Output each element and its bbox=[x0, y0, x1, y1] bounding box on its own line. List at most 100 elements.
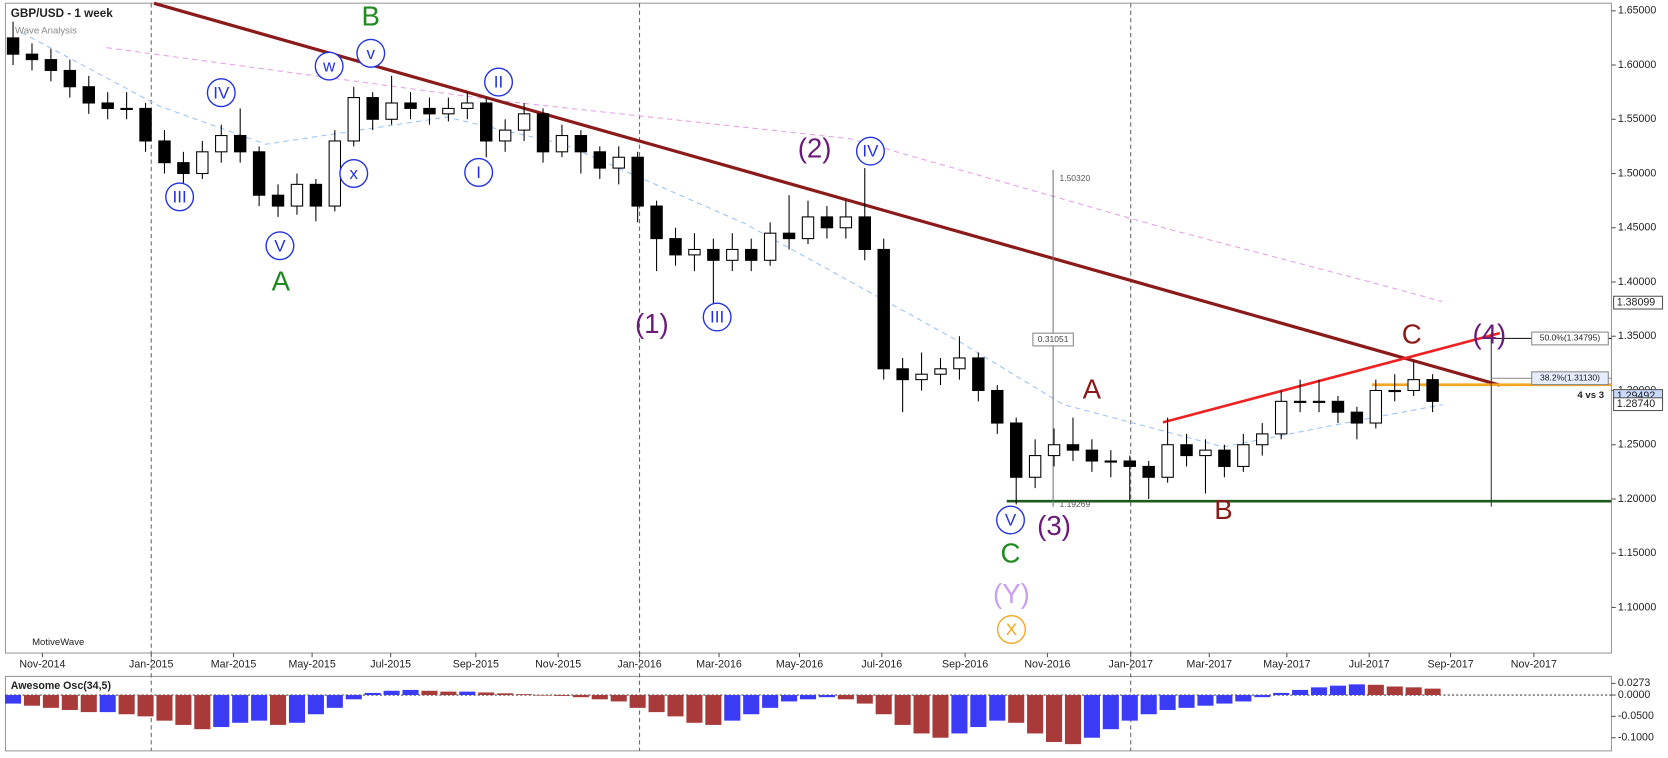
candle-body bbox=[44, 59, 58, 71]
osc-bar bbox=[5, 695, 22, 704]
grid: 1.65000 1.60000 1.55000 1.50000 1.45000 1.400… bbox=[5, 3, 1656, 751]
wave-circle bbox=[165, 182, 195, 212]
osc-bar bbox=[383, 690, 400, 696]
price-marker-label: 1.38099 bbox=[1617, 296, 1655, 308]
candle-body bbox=[82, 86, 95, 104]
candle-body bbox=[480, 102, 493, 142]
candle-body bbox=[991, 389, 1004, 424]
wave-circle bbox=[265, 231, 295, 261]
osc-bar bbox=[1367, 684, 1384, 696]
osc-bar bbox=[194, 695, 211, 730]
candle-body bbox=[896, 368, 909, 381]
candle-body bbox=[271, 194, 285, 207]
overlay-line bbox=[106, 47, 1443, 303]
wave-circle bbox=[314, 51, 344, 81]
candle-body bbox=[726, 248, 739, 261]
osc-bar bbox=[232, 695, 249, 723]
y-tick-label: 1.40000 bbox=[1618, 276, 1656, 288]
x-tick-label: May-2017 bbox=[1263, 659, 1310, 671]
candle-body bbox=[366, 97, 379, 120]
candle-body bbox=[1123, 460, 1136, 467]
osc-bar bbox=[1102, 695, 1119, 730]
osc-bar bbox=[610, 695, 627, 702]
osc-bar bbox=[1292, 689, 1309, 696]
osc-bar bbox=[251, 695, 268, 721]
x-tick-label: May-2015 bbox=[288, 659, 335, 671]
candle-body bbox=[6, 37, 20, 55]
osc-bar bbox=[951, 695, 968, 734]
x-tick-label: Mar-2016 bbox=[696, 659, 742, 671]
candle-body bbox=[801, 216, 815, 240]
osc-bar bbox=[99, 695, 116, 713]
osc-bar bbox=[932, 695, 949, 738]
price-marker-box bbox=[1613, 295, 1664, 310]
overlay-line bbox=[1162, 331, 1501, 424]
wave-label: v bbox=[367, 44, 376, 63]
x-tick-label: Jul-2015 bbox=[370, 659, 411, 671]
x-tick-label: May-2016 bbox=[776, 659, 823, 671]
candle-body bbox=[1180, 444, 1193, 457]
osc-bar bbox=[743, 695, 760, 715]
osc-bar bbox=[497, 693, 514, 696]
osc-y-tick-label: 0.0000 bbox=[1618, 689, 1651, 701]
osc-bar bbox=[307, 695, 324, 715]
measure-range-label: 0.31051 bbox=[1038, 334, 1069, 344]
osc-bar bbox=[137, 695, 154, 717]
osc-bar bbox=[1310, 687, 1328, 696]
osc-bar bbox=[591, 695, 608, 700]
chart-title: GBP/USD - 1 week bbox=[11, 7, 113, 20]
candle-body bbox=[309, 183, 323, 207]
candle-body bbox=[877, 248, 890, 370]
candle-body bbox=[1426, 379, 1439, 402]
candle-body bbox=[328, 140, 342, 207]
measure-range-box bbox=[1032, 332, 1074, 347]
wave-circle bbox=[702, 302, 732, 332]
wave-label: x bbox=[349, 164, 358, 183]
osc-bar bbox=[534, 695, 552, 696]
candle-body bbox=[782, 232, 796, 240]
wave-label: (Y) bbox=[993, 578, 1030, 609]
x-tick-label: Mar-2017 bbox=[1187, 659, 1233, 671]
candle-body bbox=[1161, 444, 1174, 478]
note-label: 4 vs 3 bbox=[1577, 390, 1604, 401]
wave-label: C bbox=[1001, 537, 1021, 568]
osc-bar bbox=[1008, 695, 1025, 723]
y-tick-label: 1.10000 bbox=[1618, 601, 1656, 613]
candle-body bbox=[1066, 444, 1080, 451]
wave-circle bbox=[855, 136, 885, 166]
candle-body bbox=[1142, 465, 1155, 478]
candle-body bbox=[555, 135, 569, 153]
osc-bar bbox=[364, 692, 381, 696]
candle-body bbox=[763, 232, 777, 261]
osc-bar bbox=[1216, 695, 1233, 704]
candle-body bbox=[158, 140, 171, 164]
candle-body bbox=[423, 107, 436, 115]
osc-bar bbox=[402, 689, 419, 696]
wave-label: I bbox=[476, 163, 481, 182]
wave-label: V bbox=[274, 236, 286, 255]
candle-body bbox=[1218, 449, 1231, 467]
candle-body bbox=[1256, 433, 1269, 446]
candle-body bbox=[1388, 389, 1401, 393]
osc-plot-frame bbox=[4, 675, 1612, 752]
osc-bar bbox=[1329, 685, 1347, 696]
osc-bar bbox=[1121, 695, 1138, 721]
wave-label: B bbox=[362, 1, 380, 32]
osc-bar bbox=[326, 695, 343, 708]
osc-bar bbox=[61, 695, 78, 710]
candle-body bbox=[839, 216, 853, 229]
candle-body bbox=[461, 102, 474, 109]
y-tick-label: 1.55000 bbox=[1618, 113, 1656, 125]
osc-bar bbox=[686, 695, 703, 723]
main-plot-frame bbox=[4, 2, 1612, 654]
osc-bar bbox=[421, 690, 438, 696]
osc-bar bbox=[175, 695, 192, 725]
candle-body bbox=[1047, 444, 1061, 457]
osc-y-tick-label: 0.0273 bbox=[1618, 677, 1651, 689]
osc-bar bbox=[553, 695, 570, 696]
fib-label: 38.2%(1.31130) bbox=[1540, 372, 1600, 382]
x-tick-label: Sep-2016 bbox=[942, 659, 988, 671]
wave-label: III bbox=[710, 308, 724, 327]
osc-bar bbox=[762, 695, 779, 708]
